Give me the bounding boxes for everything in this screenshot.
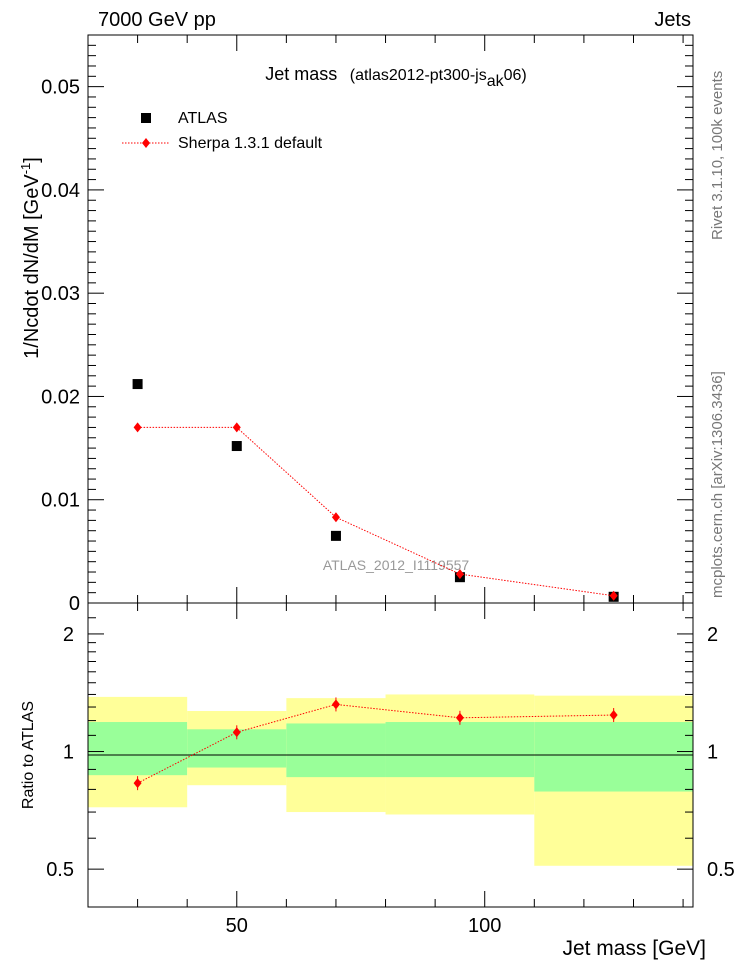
ratio-point bbox=[133, 778, 142, 789]
y-axis-label: 1/Ncdot dN/dM [GeV-1] bbox=[18, 157, 43, 359]
ratio-band-inner bbox=[286, 723, 386, 778]
main-panel: 0 0.01 0.02 0.03 0.04 0.05 ATLAS_2012_I111955… bbox=[18, 34, 694, 615]
title-sub: ak bbox=[487, 73, 505, 90]
chart-title: Jet mass (atlas2012-pt300-jsak06) bbox=[265, 64, 526, 90]
main-y-tick-label: 0.04 bbox=[41, 180, 80, 202]
x-axis-label: Jet mass [GeV] bbox=[562, 937, 706, 960]
main-y-tick-label: 0.03 bbox=[41, 283, 80, 305]
legend-atlas-label: ATLAS bbox=[178, 110, 228, 127]
sherpa-point bbox=[455, 569, 464, 580]
main-y-tick-label: 0.02 bbox=[41, 386, 80, 408]
x-tick-label: 50 bbox=[226, 915, 248, 937]
legend-sherpa-label: Sherpa 1.3.1 default bbox=[178, 135, 323, 152]
main-y-tick-label: 0.05 bbox=[41, 77, 80, 99]
beam-label: 7000 GeV pp bbox=[98, 9, 216, 31]
ratio-point bbox=[609, 710, 618, 721]
ratio-point bbox=[331, 699, 340, 710]
ratio-y-tick-label-left: 2 bbox=[63, 624, 74, 646]
ratio-y-axis-label: Ratio to ATLAS bbox=[20, 701, 37, 809]
sherpa-point bbox=[331, 512, 340, 523]
ratio-point bbox=[232, 727, 241, 738]
analysis-watermark: ATLAS_2012_I1119557 bbox=[323, 557, 470, 573]
ratio-y-tick-label-right: 0.5 bbox=[707, 859, 735, 881]
ratio-x-ticks: 50 100 bbox=[87, 603, 684, 937]
title-prefix: (atlas2012-pt300-js bbox=[350, 67, 487, 84]
ratio-band-inner bbox=[534, 722, 693, 792]
process-label: Jets bbox=[654, 9, 691, 31]
ratio-y-tick-label-left: 1 bbox=[63, 742, 74, 764]
legend-atlas-marker bbox=[141, 113, 151, 123]
sherpa-point bbox=[609, 590, 618, 601]
title-suffix: 06) bbox=[504, 67, 527, 84]
legend: ATLAS Sherpa 1.3.1 default bbox=[122, 110, 323, 152]
legend-sherpa-marker bbox=[142, 138, 150, 148]
main-data-marks bbox=[132, 379, 619, 602]
atlas-point bbox=[330, 530, 341, 541]
ratio-frame bbox=[87, 602, 694, 908]
ratio-point bbox=[455, 712, 464, 723]
y-axis-label-sup: -1 bbox=[18, 163, 33, 175]
main-y-tick-label: 0 bbox=[69, 593, 80, 615]
x-tick-label: 100 bbox=[468, 915, 501, 937]
ratio-y-tick-label-right: 2 bbox=[707, 624, 718, 646]
main-y-ticks: 0 0.01 0.02 0.03 0.04 0.05 bbox=[41, 34, 693, 615]
y-axis-label-close: ] bbox=[21, 157, 43, 163]
rivet-label: Rivet 3.1.10, 100k events bbox=[709, 71, 726, 240]
ratio-panel: 0.5 0.5 1 1 2 2 50 100 Ratio to ATLAS Jet mass… bbox=[20, 602, 735, 960]
main-y-tick-label: 0.01 bbox=[41, 490, 80, 512]
atlas-point bbox=[132, 379, 143, 390]
ratio-y-tick-label-right: 1 bbox=[707, 742, 718, 764]
atlas-point bbox=[231, 441, 242, 452]
sherpa-point bbox=[133, 422, 142, 433]
ratio-y-tick-label-left: 0.5 bbox=[46, 859, 74, 881]
ratio-band-inner bbox=[88, 722, 188, 776]
y-axis-label-text: 1/Ncdot dN/dM [GeV bbox=[21, 174, 43, 359]
ratio-bands bbox=[88, 694, 693, 866]
main-x-ticks bbox=[87, 35, 684, 603]
sherpa-point bbox=[232, 422, 241, 433]
mcplots-label: mcplots.cern.ch [arXiv:1306.3436] bbox=[709, 371, 726, 598]
ratio-band-inner bbox=[385, 722, 535, 778]
sherpa-line bbox=[137, 426, 614, 597]
ratio-y-ticks: 0.5 0.5 1 1 2 2 bbox=[46, 602, 735, 908]
title-main: Jet mass bbox=[265, 64, 337, 84]
ratio-data-marks bbox=[133, 697, 618, 791]
